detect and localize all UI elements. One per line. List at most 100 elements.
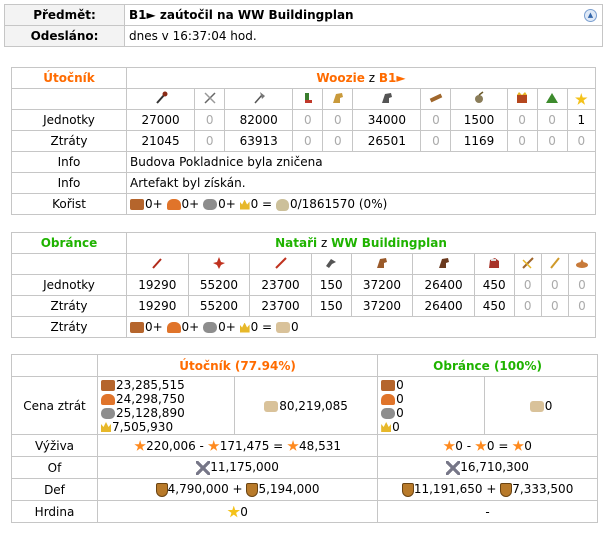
defender-losses-row: Ztráty 19290 55200 23700 150 37200 26400… bbox=[11, 295, 597, 317]
unit-count: 23700 bbox=[249, 274, 312, 296]
unit-count: 82000 bbox=[224, 109, 294, 131]
attacker-village[interactable]: B1► bbox=[378, 71, 406, 85]
def-cost-total: 0 bbox=[484, 376, 598, 435]
info-text: Budova Pokladnice byla zničena bbox=[126, 151, 596, 173]
unit-count: 26400 bbox=[412, 274, 475, 296]
defender-resource-losses-row: Ztráty 0+ 0+ 0+ 0 = 0 bbox=[11, 316, 596, 338]
wood-icon bbox=[130, 199, 144, 210]
summary-table: Útočník (77.94%) Obránce (100%) Cena ztr… bbox=[11, 354, 598, 523]
subject-text: B1► zaútočil na WW Buildingplan bbox=[129, 8, 354, 22]
unit-count: 27000 bbox=[125, 109, 196, 131]
loss-count: 63913 bbox=[224, 130, 294, 152]
subject-value: B1► zaútočil na WW Buildingplan ▲ bbox=[124, 4, 603, 26]
crop-icon bbox=[101, 422, 111, 432]
hero-icon bbox=[566, 88, 597, 110]
hero-row: Hrdina 0 - bbox=[11, 500, 598, 523]
att-offense: 11,175,000 bbox=[96, 456, 379, 479]
loss-count: 0 bbox=[506, 130, 538, 152]
defender-from: z bbox=[320, 236, 328, 250]
unit-count: 19290 bbox=[126, 274, 189, 296]
def-hero: - bbox=[377, 500, 598, 523]
loss-count: 37200 bbox=[350, 295, 414, 317]
loss-count: 26400 bbox=[412, 295, 475, 317]
spearman-icon bbox=[194, 88, 226, 110]
merchant-icon bbox=[529, 400, 544, 412]
scout-icon bbox=[292, 88, 324, 110]
defender-role: Obránce bbox=[11, 232, 127, 254]
clay-icon bbox=[381, 393, 396, 405]
upkeep-icon bbox=[207, 440, 220, 451]
loss-count: 23700 bbox=[249, 295, 312, 317]
def-cost-resources: 0 0 0 0 bbox=[377, 376, 486, 435]
catapult-icon bbox=[450, 88, 508, 110]
defense-row: Def 4,790,000 + 5,194,000 11,191,650 + 7… bbox=[11, 478, 598, 501]
collapse-icon[interactable]: ▲ bbox=[584, 9, 597, 22]
loss-count: 0 bbox=[540, 295, 569, 317]
attacker-units-row: Jednotky 27000 0 82000 0 0 34000 0 1500 … bbox=[11, 109, 597, 131]
wood-icon bbox=[381, 379, 396, 391]
attacker-role: Útočník bbox=[11, 67, 127, 89]
iron-icon bbox=[203, 199, 218, 210]
cost-row: Cena ztrát 23,285,515 24,298,750 25,128,… bbox=[11, 376, 598, 435]
info-text: Artefakt byl získán. bbox=[126, 172, 596, 194]
loss-count: 450 bbox=[473, 295, 515, 317]
clay-icon bbox=[101, 393, 115, 405]
loss-count: 0 bbox=[322, 130, 354, 152]
iron-icon bbox=[101, 407, 115, 419]
iron-icon bbox=[381, 407, 396, 419]
sword-icon bbox=[446, 460, 461, 475]
defender-player-line: Nataři z WW Buildingplan bbox=[126, 232, 596, 254]
merchant-icon bbox=[275, 322, 290, 333]
axerider-icon bbox=[350, 253, 414, 275]
hero-star-icon bbox=[227, 505, 241, 518]
settler-icon bbox=[536, 88, 568, 110]
defender-table: Obránce Nataři z WW Buildingplan Jednotk… bbox=[11, 232, 597, 338]
defender-village[interactable]: WW Buildingplan bbox=[331, 236, 447, 250]
subject-label: Předmět: bbox=[4, 4, 125, 26]
unit-count: 55200 bbox=[187, 274, 251, 296]
carry-icon bbox=[275, 198, 289, 211]
warelephant-icon bbox=[473, 253, 515, 275]
thorned-warrior-icon bbox=[187, 253, 251, 275]
chief-icon bbox=[506, 88, 538, 110]
att-cost-resources: 23,285,515 24,298,750 25,128,890 7,505,9… bbox=[97, 376, 235, 435]
unit-count: 1500 bbox=[450, 109, 508, 131]
loss-count: 19290 bbox=[126, 295, 189, 317]
axeman-icon bbox=[224, 88, 294, 110]
attacker-info-row: Info Artefakt byl získán. bbox=[11, 172, 596, 194]
natarian-knight-icon bbox=[412, 253, 475, 275]
shield-infantry-icon bbox=[155, 482, 168, 497]
loss-count: 55200 bbox=[187, 295, 251, 317]
merchant-icon bbox=[264, 400, 279, 412]
defender-player[interactable]: Nataři bbox=[275, 236, 318, 250]
wood-icon bbox=[101, 379, 115, 391]
sword-icon bbox=[196, 460, 211, 475]
loss-count: 0 bbox=[292, 130, 324, 152]
loss-count: 0 bbox=[536, 130, 568, 152]
attacker-info-row: Info Budova Pokladnice byla zničena bbox=[11, 151, 596, 173]
unit-count: 0 bbox=[420, 109, 452, 131]
attacker-bounty-row: Kořist 0+ 0+ 0+ 0 = 0/1861570 (0%) bbox=[11, 193, 596, 215]
unit-count: 0 bbox=[513, 274, 542, 296]
attacker-player-line: Woozie z B1► bbox=[126, 67, 596, 89]
bounty: 0+ 0+ 0+ 0 = 0/1861570 (0%) bbox=[126, 193, 596, 215]
attacker-table: Útočník Woozie z B1► Jednotky 27000 0 82… bbox=[11, 67, 597, 215]
loss-count: 21045 bbox=[125, 130, 196, 152]
unit-count: 0 bbox=[540, 274, 569, 296]
upkeep-icon bbox=[512, 440, 524, 451]
natarian-emperor-icon bbox=[540, 253, 569, 275]
loss-count: 0 bbox=[567, 295, 597, 317]
defender-summary-header: Obránce (100%) bbox=[377, 354, 598, 377]
attacker-icons-row bbox=[11, 88, 597, 110]
iron-icon bbox=[203, 322, 218, 333]
upkeep-icon bbox=[134, 440, 146, 451]
attacker-player[interactable]: Woozie bbox=[316, 71, 365, 85]
att-food: 220,006 - 171,475 = 48,531 bbox=[96, 434, 379, 457]
unit-count: 0 bbox=[506, 109, 538, 131]
unit-count: 450 bbox=[473, 274, 515, 296]
guardsman-icon bbox=[249, 253, 312, 275]
crop-icon bbox=[239, 199, 250, 210]
clay-icon bbox=[166, 322, 181, 333]
unit-count: 0 bbox=[536, 109, 568, 131]
loss-count: 0 bbox=[420, 130, 452, 152]
